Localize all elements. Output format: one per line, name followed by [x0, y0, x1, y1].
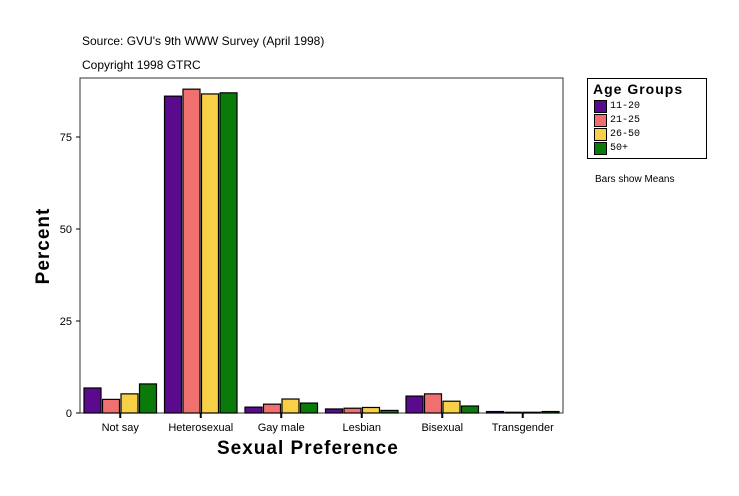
bar-21-25	[262, 403, 282, 414]
bar-21-25	[504, 411, 523, 414]
x-tick-label: Bisexual	[421, 422, 463, 434]
bar-21-25	[182, 88, 201, 414]
bar-11-20	[324, 408, 344, 414]
x-axis-label: Sexual Preference	[217, 438, 399, 459]
source-text: Source: GVU's 9th WWW Survey (April 1998…	[82, 34, 325, 48]
bar-26-50	[200, 93, 220, 414]
x-tick-label: Not say	[102, 422, 140, 434]
legend-label: 21-25	[610, 115, 641, 126]
bar-21-25	[343, 407, 362, 414]
legend-label: 50+	[610, 143, 629, 154]
bar-50+	[460, 405, 480, 414]
bar-50+	[138, 383, 158, 414]
bar-21-25	[423, 393, 443, 414]
bar-50+	[380, 409, 399, 414]
bar-26-50	[361, 406, 381, 414]
legend-item: 50+	[594, 142, 628, 155]
bar-11-20	[83, 387, 102, 414]
legend-swatch	[594, 142, 607, 155]
bar-50+	[219, 92, 238, 414]
legend-title: Age Groups	[593, 81, 684, 97]
legend-swatch	[594, 128, 607, 141]
copyright-text: Copyright 1998 GTRC	[82, 58, 201, 72]
y-tick-label: 50	[60, 224, 72, 236]
x-tick-label: Lesbian	[342, 422, 381, 434]
x-tick-label: Heterosexual	[168, 422, 233, 434]
y-tick-label: 25	[60, 316, 72, 328]
legend-label: 11-20	[610, 101, 641, 112]
bar-11-20	[485, 410, 505, 414]
bar-11-20	[244, 406, 263, 414]
legend: Age Groups 11-20 21-25 26-50 50+	[587, 78, 707, 159]
x-tick-label: Gay male	[258, 422, 305, 434]
legend-label: 26-50	[610, 129, 641, 140]
note-text: Bars show Means	[595, 174, 675, 185]
bar-21-25	[101, 398, 121, 414]
y-tick-label: 0	[66, 408, 72, 420]
bar-26-50	[442, 400, 461, 414]
bar-11-20	[163, 95, 183, 414]
bar-50+	[541, 410, 560, 414]
y-tick-label: 75	[60, 132, 72, 144]
bar-50+	[299, 402, 319, 414]
legend-swatch	[594, 114, 607, 127]
plot-frame	[79, 77, 564, 414]
bar-11-20	[405, 395, 424, 414]
bar-26-50	[281, 398, 300, 414]
legend-item: 21-25	[594, 114, 640, 127]
bar-26-50	[120, 393, 139, 414]
legend-item: 11-20	[594, 100, 640, 113]
legend-swatch	[594, 100, 607, 113]
x-tick-label: Transgender	[492, 422, 554, 434]
bar-26-50	[522, 411, 542, 414]
legend-item: 26-50	[594, 128, 640, 141]
